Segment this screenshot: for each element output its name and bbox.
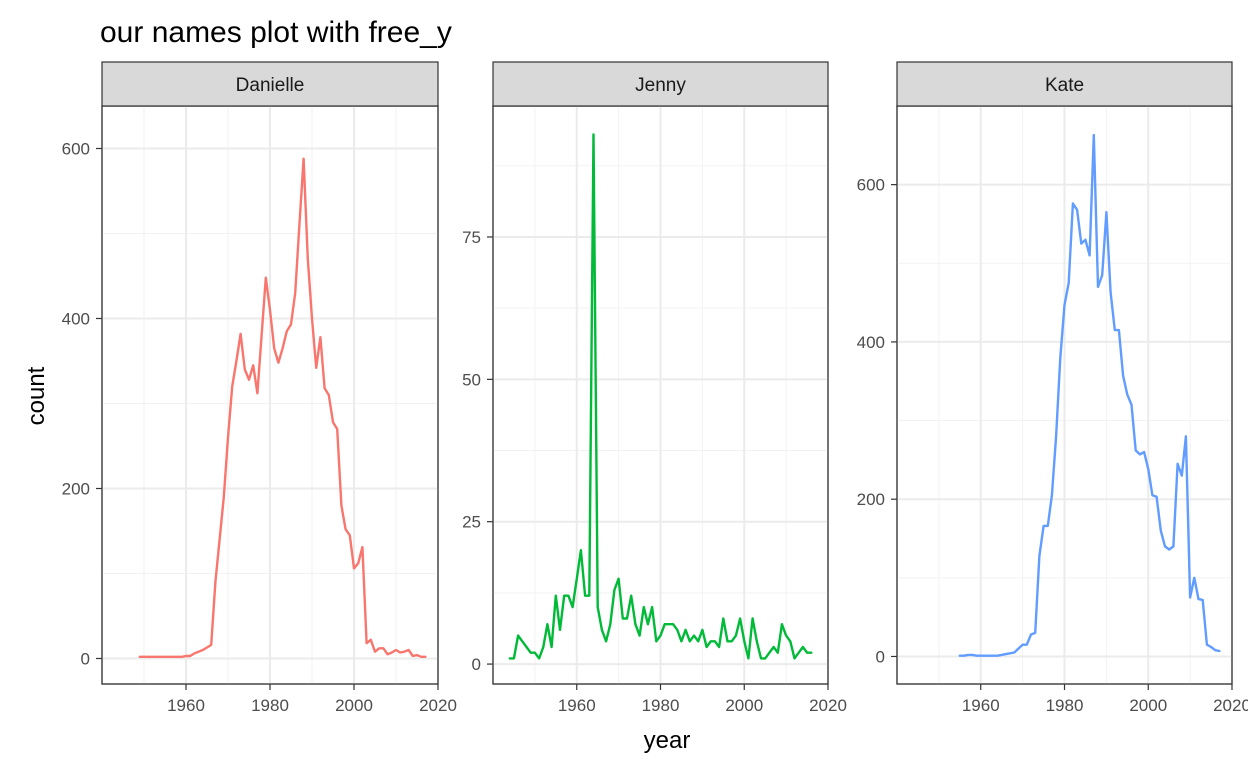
y-tick-label: 75 <box>462 228 481 247</box>
facet-panel-jenny: Jenny 1960 1980 2000 2020 0 25 50 75 <box>462 61 847 715</box>
x-tick-label: 2000 <box>1129 696 1167 715</box>
series-line-danielle <box>138 157 427 658</box>
y-tick-label: 25 <box>462 513 481 532</box>
chart-title: our names plot with free_y <box>100 16 452 49</box>
x-tick-label: 1980 <box>1046 696 1084 715</box>
y-tick-label: 600 <box>62 140 90 159</box>
y-tick-label: 0 <box>472 655 481 674</box>
x-tick-label: 1960 <box>962 696 1000 715</box>
series-line-kate <box>958 133 1221 657</box>
facet-strip <box>101 61 439 107</box>
x-tick-label: 1960 <box>167 696 205 715</box>
facet-strip-label: Kate <box>1045 75 1084 96</box>
y-axis-title: count <box>23 366 50 425</box>
gridlines <box>493 106 828 684</box>
gridlines <box>102 106 438 684</box>
x-tick-label: 1960 <box>558 696 596 715</box>
series-line-jenny <box>508 133 813 660</box>
y-tick-label: 600 <box>857 176 885 195</box>
y-tick-label: 0 <box>81 650 90 669</box>
x-tick-label: 2020 <box>1213 696 1248 715</box>
x-tick-label: 2020 <box>809 696 847 715</box>
facet-strip-label: Danielle <box>236 75 305 96</box>
facet-strip <box>896 61 1233 107</box>
facet-strip <box>492 61 829 107</box>
y-tick-label: 400 <box>857 333 885 352</box>
facet-strip-label: Jenny <box>635 75 686 96</box>
x-tick-label: 2000 <box>725 696 763 715</box>
x-tick-label: 1980 <box>251 696 289 715</box>
x-axis-title: year <box>644 727 691 754</box>
x-tick-label: 1980 <box>642 696 680 715</box>
y-tick-label: 400 <box>62 310 90 329</box>
y-tick-label: 200 <box>62 480 90 499</box>
x-tick-label: 2020 <box>419 696 457 715</box>
y-tick-label: 0 <box>876 647 885 666</box>
x-tick-label: 2000 <box>335 696 373 715</box>
facet-panel-danielle: Danielle 1960 1980 2000 2020 0 200 400 600 <box>62 61 457 715</box>
facet-panel-kate: Kate 1960 1980 2000 2020 0 200 400 600 <box>857 61 1248 715</box>
y-tick-label: 200 <box>857 490 885 509</box>
y-tick-label: 50 <box>462 370 481 389</box>
